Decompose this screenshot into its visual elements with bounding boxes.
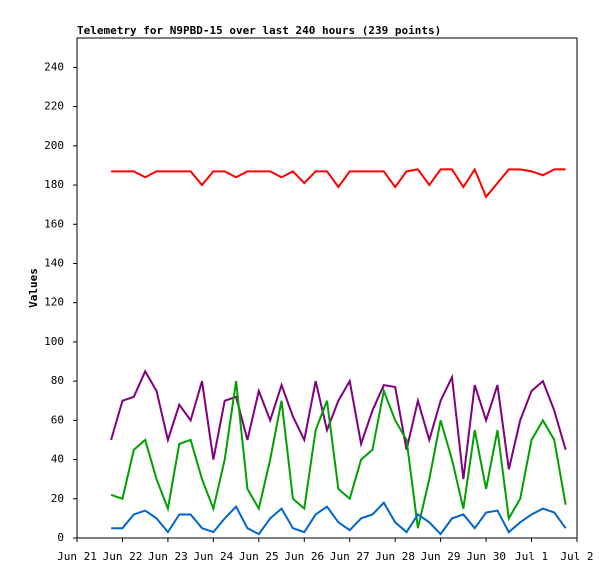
y-tick-label: 180 <box>44 178 64 191</box>
y-tick-label: 140 <box>44 256 64 269</box>
y-tick-label: 160 <box>44 217 64 230</box>
series-line <box>110 380 567 529</box>
x-tick-label: Jul 2 <box>560 550 593 563</box>
x-tick-label: Jun 26 <box>284 550 324 563</box>
x-tick-label: Jun 24 <box>193 550 233 563</box>
y-tick-label: 220 <box>44 100 64 113</box>
series-line <box>111 501 567 536</box>
y-tick-label: 100 <box>44 335 64 348</box>
x-tick-label: Jun 23 <box>148 550 188 563</box>
x-tick-label: Jun 28 <box>375 550 415 563</box>
y-tick-label: 60 <box>51 413 64 426</box>
y-tick-label: 20 <box>51 492 64 505</box>
y-axis-label: Values <box>27 268 40 308</box>
y-tick-label: 40 <box>51 453 64 466</box>
x-tick-label: Jun 30 <box>466 550 506 563</box>
x-tick-label: Jun 21 <box>57 550 97 563</box>
series-line <box>111 167 566 199</box>
x-tick-label: Jun 27 <box>330 550 370 563</box>
y-tick-label: 240 <box>44 60 64 73</box>
y-tick-label: 120 <box>44 296 64 309</box>
chart-title: Telemetry for N9PBD-15 over last 240 hou… <box>77 24 441 37</box>
y-tick-label: 0 <box>57 531 64 544</box>
y-tick-label: 80 <box>51 374 64 387</box>
y-tick-label: 200 <box>44 139 64 152</box>
x-tick-label: Jul 1 <box>515 550 548 563</box>
x-tick-label: Jun 29 <box>421 550 461 563</box>
x-tick-label: Jun 22 <box>103 550 143 563</box>
plot-frame <box>76 37 578 539</box>
series-line <box>110 369 567 480</box>
x-tick-label: Jun 25 <box>239 550 279 563</box>
